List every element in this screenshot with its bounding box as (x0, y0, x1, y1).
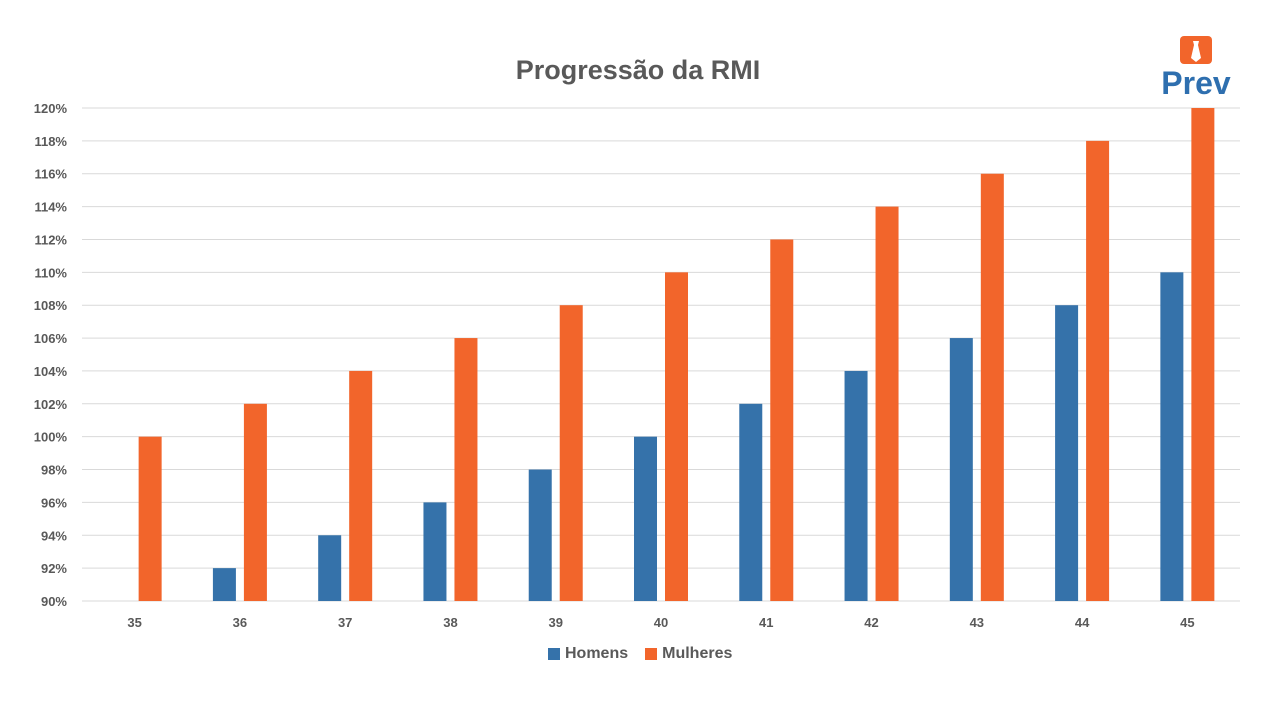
x-tick-label: 36 (233, 615, 247, 630)
y-tick-label: 102% (34, 397, 68, 412)
y-tick-label: 106% (34, 331, 68, 346)
y-tick-label: 92% (41, 561, 67, 576)
logo-text: Prev (1161, 65, 1231, 96)
legend-label-mulheres: Mulheres (662, 645, 733, 662)
bar-mulheres-40 (665, 272, 688, 601)
bar-homens-36 (212, 568, 236, 601)
tie-icon (1191, 41, 1201, 62)
x-tick-label: 38 (443, 615, 457, 630)
y-tick-label: 118% (34, 134, 67, 149)
y-tick-label: 90% (41, 594, 67, 609)
x-tick-label: 37 (338, 615, 352, 630)
bar-homens-44 (1055, 305, 1079, 601)
bar-homens-38 (423, 502, 447, 601)
bar-mulheres-43 (980, 173, 1004, 601)
bar-mulheres-35 (138, 436, 162, 601)
bar-mulheres-41 (770, 239, 794, 601)
y-tick-label: 104% (34, 364, 68, 379)
bar-mulheres-38 (454, 338, 478, 601)
x-tick-label: 40 (654, 615, 668, 630)
x-tick-label: 45 (1180, 615, 1194, 630)
x-tick-label: 35 (127, 615, 141, 630)
bar-homens-41 (739, 403, 763, 601)
legend-label-homens: Homens (565, 645, 629, 662)
bar-mulheres-45 (1191, 108, 1215, 601)
x-tick-label: 42 (864, 615, 878, 630)
bar-mulheres-36 (243, 403, 267, 601)
y-tick-label: 100% (34, 430, 68, 445)
x-tick-label: 39 (548, 615, 562, 630)
legend-swatch-mulheres (645, 648, 658, 660)
legend-item-mulheres: Mulheres (645, 645, 732, 663)
x-tick-label: 43 (970, 615, 984, 630)
y-tick-label: 112% (34, 232, 67, 247)
x-tick-label: 41 (759, 615, 773, 630)
y-tick-label: 110% (34, 265, 67, 280)
y-tick-label: 108% (34, 298, 68, 313)
bar-homens-37 (318, 535, 342, 601)
y-tick-label: 94% (41, 528, 67, 543)
legend-swatch-homens (548, 648, 560, 660)
chart-title: Progressão da RMI (515, 55, 761, 85)
bar-homens-40 (634, 436, 657, 601)
bar-homens-45 (1160, 272, 1184, 601)
bar-mulheres-42 (875, 206, 899, 601)
y-tick-label: 120% (34, 101, 68, 116)
legend-item-homens: Homens (548, 645, 628, 663)
y-tick-label: 114% (34, 200, 67, 215)
legend: Homens Mulheres (548, 645, 749, 663)
y-tick-label: 116% (34, 167, 67, 182)
bar-homens-39 (528, 469, 552, 601)
prev-logo: Prev (1161, 36, 1231, 96)
y-tick-label: 98% (41, 463, 67, 478)
bar-mulheres-44 (1086, 140, 1110, 601)
bar-homens-43 (949, 338, 973, 601)
bar-mulheres-39 (559, 305, 583, 601)
bar-homens-42 (844, 370, 868, 601)
y-tick-label: 96% (41, 495, 67, 510)
bar-mulheres-37 (349, 370, 373, 601)
x-tick-label: 44 (1075, 615, 1090, 630)
